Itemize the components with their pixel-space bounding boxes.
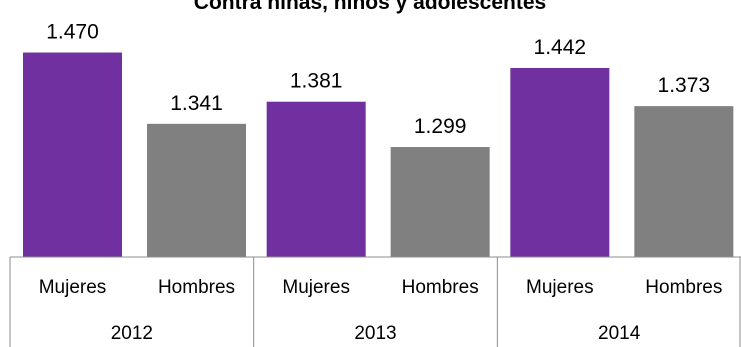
data-label-mujeres-2014: 1.442 (534, 36, 587, 59)
data-label-mujeres-2013: 1.381 (290, 70, 343, 93)
category-axis: Mujeres Hombres 2012 Mujeres Hombres 2013 Muje… (9, 256, 741, 347)
bar-mujeres-2013 (266, 101, 366, 257)
chart-title: Contra niñas, niños y adolescentes (194, 0, 546, 14)
bar-hombres-2014 (634, 106, 734, 257)
group-label-2013: 2013 (354, 323, 396, 344)
category-label-mujeres-2014: Mujeres (526, 277, 594, 298)
bar-hombres-2012 (147, 123, 246, 257)
bar-mujeres-2014 (510, 68, 610, 257)
category-label-hombres-2013: Hombres (402, 277, 479, 298)
group-label-2014: 2014 (598, 323, 641, 344)
group-label-2012: 2012 (111, 323, 153, 344)
bar-mujeres-2012 (23, 52, 122, 257)
data-label-hombres-2013: 1.299 (414, 115, 467, 138)
category-label-mujeres-2013: Mujeres (282, 277, 350, 298)
category-label-hombres-2012: Hombres (158, 277, 235, 298)
bars-layer: 1.470 1.341 1.381 1.299 1.442 1.373 (23, 21, 734, 257)
data-label-hombres-2014: 1.373 (658, 74, 711, 97)
data-label-hombres-2012: 1.341 (170, 92, 223, 115)
category-label-hombres-2014: Hombres (645, 277, 722, 298)
category-label-mujeres-2012: Mujeres (39, 277, 107, 298)
data-label-mujeres-2012: 1.470 (46, 21, 99, 44)
bar-hombres-2013 (390, 147, 490, 257)
